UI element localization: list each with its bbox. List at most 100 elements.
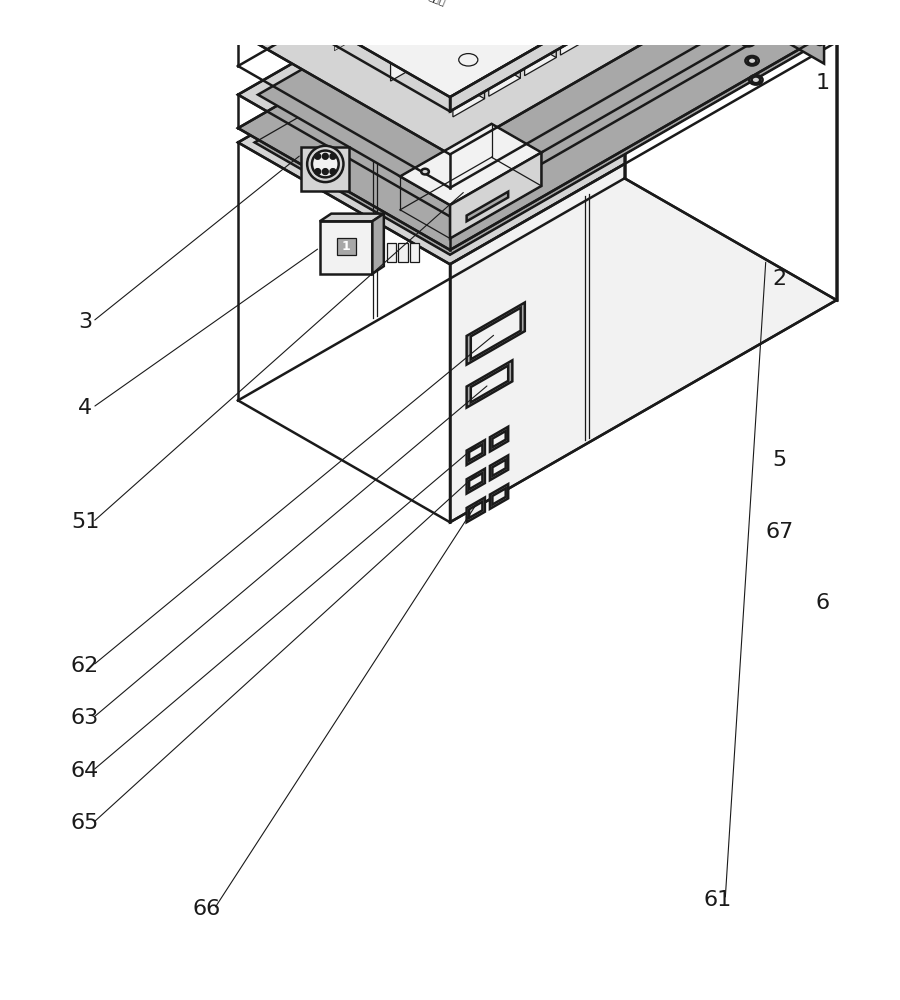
Polygon shape xyxy=(335,2,353,51)
Polygon shape xyxy=(238,0,836,250)
Polygon shape xyxy=(490,427,508,452)
Polygon shape xyxy=(302,147,349,191)
Polygon shape xyxy=(395,0,414,16)
Polygon shape xyxy=(410,0,429,7)
Ellipse shape xyxy=(459,54,478,66)
Polygon shape xyxy=(380,0,399,24)
Text: 63: 63 xyxy=(71,708,99,728)
Polygon shape xyxy=(466,302,525,365)
Polygon shape xyxy=(331,0,353,13)
Polygon shape xyxy=(346,0,368,4)
Polygon shape xyxy=(597,0,628,34)
Ellipse shape xyxy=(315,169,320,174)
Polygon shape xyxy=(466,440,485,465)
Polygon shape xyxy=(258,0,816,205)
Polygon shape xyxy=(490,484,508,509)
Polygon shape xyxy=(469,444,482,461)
Polygon shape xyxy=(238,0,836,264)
Polygon shape xyxy=(452,4,520,44)
Polygon shape xyxy=(463,0,494,40)
Polygon shape xyxy=(416,25,484,64)
Polygon shape xyxy=(487,0,556,23)
Polygon shape xyxy=(590,0,628,16)
Text: 6: 6 xyxy=(815,593,830,613)
Polygon shape xyxy=(523,0,592,3)
Polygon shape xyxy=(447,25,484,99)
Polygon shape xyxy=(400,124,542,205)
Text: 64: 64 xyxy=(71,761,99,781)
Ellipse shape xyxy=(323,169,328,174)
Ellipse shape xyxy=(307,146,344,182)
Polygon shape xyxy=(398,243,408,262)
Polygon shape xyxy=(498,0,530,19)
Polygon shape xyxy=(337,238,356,255)
Polygon shape xyxy=(518,0,556,58)
Polygon shape xyxy=(466,192,508,221)
Polygon shape xyxy=(238,0,836,216)
Polygon shape xyxy=(561,0,592,55)
Polygon shape xyxy=(492,460,506,476)
Polygon shape xyxy=(456,0,494,22)
Text: 51: 51 xyxy=(71,512,99,532)
Ellipse shape xyxy=(697,16,733,43)
Polygon shape xyxy=(420,0,458,42)
Polygon shape xyxy=(238,0,836,154)
Polygon shape xyxy=(387,243,396,262)
Polygon shape xyxy=(364,0,383,33)
Polygon shape xyxy=(632,0,663,14)
Polygon shape xyxy=(383,0,491,30)
Polygon shape xyxy=(469,473,482,489)
Polygon shape xyxy=(238,0,836,97)
Ellipse shape xyxy=(330,154,336,159)
Ellipse shape xyxy=(748,57,756,64)
Ellipse shape xyxy=(752,77,760,83)
Text: 1: 1 xyxy=(815,73,830,93)
Polygon shape xyxy=(320,214,383,221)
Text: 电压表: 电压表 xyxy=(428,0,447,7)
Ellipse shape xyxy=(742,37,755,46)
Polygon shape xyxy=(410,243,419,262)
Ellipse shape xyxy=(315,154,320,159)
Polygon shape xyxy=(483,4,520,78)
Polygon shape xyxy=(489,26,520,96)
Text: 61: 61 xyxy=(704,890,732,910)
Polygon shape xyxy=(389,0,458,8)
Ellipse shape xyxy=(500,30,519,42)
Text: 3: 3 xyxy=(78,312,92,332)
Polygon shape xyxy=(453,46,484,117)
Polygon shape xyxy=(466,469,485,494)
Polygon shape xyxy=(466,360,512,408)
Polygon shape xyxy=(471,308,521,359)
Polygon shape xyxy=(554,0,592,37)
Polygon shape xyxy=(469,502,482,518)
Text: 67: 67 xyxy=(766,522,794,542)
Polygon shape xyxy=(492,488,506,505)
Polygon shape xyxy=(492,0,530,1)
Polygon shape xyxy=(492,431,506,447)
Polygon shape xyxy=(471,366,508,402)
Ellipse shape xyxy=(421,169,429,174)
Polygon shape xyxy=(490,455,508,480)
Polygon shape xyxy=(637,0,824,64)
Polygon shape xyxy=(625,0,836,300)
Ellipse shape xyxy=(816,39,824,45)
Ellipse shape xyxy=(745,56,759,66)
Polygon shape xyxy=(391,10,422,81)
Ellipse shape xyxy=(323,154,328,159)
Ellipse shape xyxy=(749,75,762,85)
Ellipse shape xyxy=(330,169,336,174)
Polygon shape xyxy=(525,5,556,76)
Text: 1: 1 xyxy=(342,240,350,253)
Polygon shape xyxy=(450,42,836,522)
Polygon shape xyxy=(384,0,422,63)
Text: 65: 65 xyxy=(71,813,99,833)
Polygon shape xyxy=(373,214,383,274)
Text: 62: 62 xyxy=(71,656,99,676)
Text: 5: 5 xyxy=(772,450,787,470)
Polygon shape xyxy=(427,0,458,60)
Ellipse shape xyxy=(312,151,338,177)
Polygon shape xyxy=(320,221,373,274)
Polygon shape xyxy=(450,0,836,111)
Polygon shape xyxy=(353,0,422,29)
Text: 2: 2 xyxy=(772,269,787,289)
